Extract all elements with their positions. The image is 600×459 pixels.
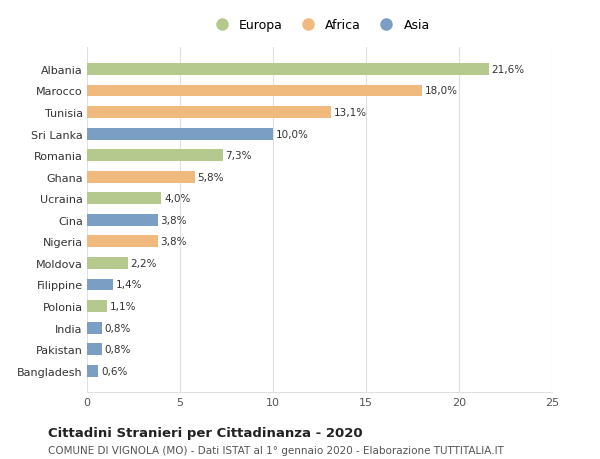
Bar xyxy=(87,322,102,334)
Text: 7,3%: 7,3% xyxy=(226,151,252,161)
Text: 5,8%: 5,8% xyxy=(197,172,224,182)
Bar xyxy=(87,214,158,226)
Text: 10,0%: 10,0% xyxy=(276,129,308,139)
Bar xyxy=(87,85,422,97)
Bar xyxy=(87,257,128,269)
Text: 2,2%: 2,2% xyxy=(131,258,157,269)
Text: 1,1%: 1,1% xyxy=(110,302,137,311)
Text: 4,0%: 4,0% xyxy=(164,194,191,204)
Text: Cittadini Stranieri per Cittadinanza - 2020: Cittadini Stranieri per Cittadinanza - 2… xyxy=(48,426,362,439)
Text: 3,8%: 3,8% xyxy=(160,237,187,247)
Legend: Europa, Africa, Asia: Europa, Africa, Asia xyxy=(206,17,433,34)
Text: 3,8%: 3,8% xyxy=(160,215,187,225)
Text: 0,8%: 0,8% xyxy=(104,344,131,354)
Bar xyxy=(87,343,102,355)
Text: 21,6%: 21,6% xyxy=(491,65,524,75)
Bar xyxy=(87,301,107,312)
Text: COMUNE DI VIGNOLA (MO) - Dati ISTAT al 1° gennaio 2020 - Elaborazione TUTTITALIA: COMUNE DI VIGNOLA (MO) - Dati ISTAT al 1… xyxy=(48,445,504,455)
Bar xyxy=(87,365,98,377)
Bar xyxy=(87,236,158,248)
Text: 0,8%: 0,8% xyxy=(104,323,131,333)
Bar xyxy=(87,150,223,162)
Bar xyxy=(87,279,113,291)
Bar xyxy=(87,107,331,119)
Text: 18,0%: 18,0% xyxy=(425,86,458,96)
Text: 13,1%: 13,1% xyxy=(334,108,367,118)
Text: 1,4%: 1,4% xyxy=(116,280,142,290)
Bar xyxy=(87,171,195,183)
Bar xyxy=(87,129,273,140)
Text: 0,6%: 0,6% xyxy=(101,366,127,376)
Bar xyxy=(87,64,489,76)
Bar xyxy=(87,193,161,205)
